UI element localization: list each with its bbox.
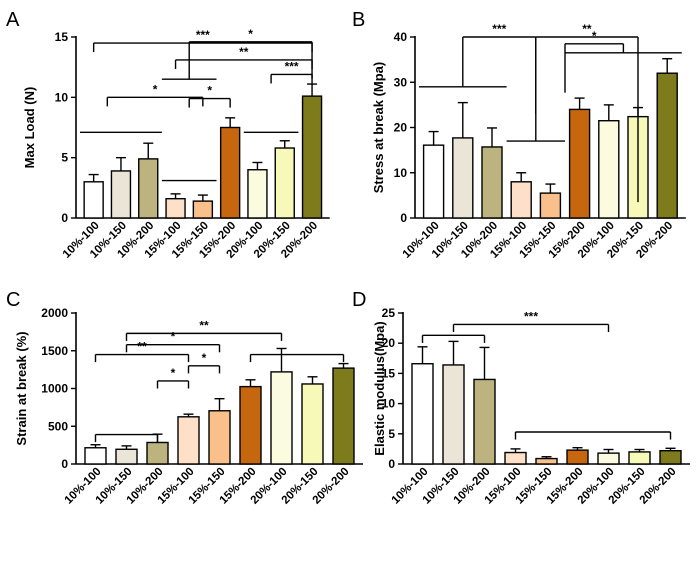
bar-10%-200: [138, 158, 159, 219]
bar-20%-100: [598, 120, 620, 219]
y-tick-label: 0: [388, 457, 395, 471]
significance-label: **: [582, 22, 592, 36]
y-axis-title: Elastic modulus(Mpa): [372, 321, 387, 455]
y-tick-label: 1500: [41, 344, 68, 358]
significance-label: *: [171, 366, 176, 380]
significance-label: *: [171, 330, 176, 344]
y-axis-title: Stress at break (Mpa): [371, 62, 386, 194]
y-tick-label: 25: [382, 306, 396, 320]
significance-label: *: [248, 27, 253, 41]
y-tick-label: 40: [394, 30, 408, 44]
bar-15%-200: [566, 449, 589, 465]
significance-label: ***: [492, 22, 506, 36]
y-tick-label: 2000: [41, 306, 68, 320]
bar-10%-200: [146, 441, 169, 465]
significance-label: *: [592, 29, 597, 43]
bar-15%-100: [504, 451, 527, 465]
bar-10%-100: [411, 363, 434, 465]
bar-15%-100: [510, 181, 532, 219]
y-tick-label: 1000: [41, 382, 68, 396]
bar-20%-150: [301, 383, 324, 465]
significance-label: *: [153, 82, 158, 96]
panel-letter: A: [6, 9, 20, 31]
bar-15%-200: [239, 385, 262, 465]
bar-15%-100: [177, 416, 200, 465]
bar-20%-150: [628, 451, 651, 465]
bar-15%-150: [539, 192, 562, 219]
bar-15%-200: [219, 126, 241, 219]
significance-label: ***: [524, 309, 538, 323]
bar-20%-100: [270, 371, 293, 465]
y-tick-label: 20: [394, 121, 408, 135]
panel-letter: D: [352, 289, 366, 311]
bar-15%-150: [192, 200, 214, 219]
y-tick-label: 0: [61, 211, 68, 225]
y-tick-label: 15: [382, 366, 396, 380]
y-tick-label: 0: [400, 211, 407, 225]
bar-20%-200: [301, 95, 323, 219]
significance-label: *: [202, 351, 207, 365]
significance-label: **: [199, 318, 209, 332]
bar-20%-200: [659, 450, 682, 465]
bar-20%-100: [247, 169, 268, 219]
bar-10%-200: [473, 378, 496, 465]
bar-10%-150: [452, 137, 474, 219]
y-tick-label: 15: [55, 30, 69, 44]
bar-15%-150: [208, 410, 231, 465]
bar-20%-150: [274, 147, 295, 219]
significance-label: *: [207, 84, 212, 98]
y-tick-label: 20: [382, 336, 396, 350]
y-tick-label: 5: [388, 427, 395, 441]
y-tick-label: 10: [55, 90, 69, 104]
significance-label: **: [137, 340, 147, 354]
significance-brackets: ******* ****: [80, 27, 313, 182]
y-tick-label: 10: [394, 166, 408, 180]
y-tick-label: 500: [48, 419, 68, 433]
y-tick-label: 10: [382, 397, 396, 411]
bar-10%-100: [422, 144, 445, 219]
significance-label: **: [239, 45, 249, 59]
significance-brackets: *******: [94, 318, 345, 443]
bar-15%-200: [568, 108, 591, 219]
bar-15%-100: [165, 197, 186, 219]
bar-20%-200: [656, 72, 678, 219]
significance-brackets: *** ** *: [419, 22, 682, 203]
bar-10%-200: [481, 146, 503, 219]
y-axis-title: Strain at break (%): [14, 331, 29, 445]
panel-letter: C: [6, 289, 20, 311]
significance-label: ***: [196, 28, 210, 42]
bar-20%-200: [332, 367, 355, 465]
bar-10%-100: [83, 181, 104, 219]
bar-10%-150: [110, 170, 132, 219]
y-axis-title: Max Load (N): [22, 87, 37, 169]
bar-10%-150: [115, 448, 138, 465]
bar-15%-150: [535, 457, 558, 465]
significance-brackets: ***: [421, 309, 672, 440]
y-tick-label: 0: [61, 457, 68, 471]
significance-label: ***: [285, 59, 299, 73]
panel-letter: B: [352, 9, 365, 31]
y-tick-label: 5: [61, 151, 68, 165]
bar-20%-100: [597, 452, 620, 465]
y-tick-label: 30: [394, 75, 408, 89]
bar-10%-150: [442, 364, 465, 465]
bar-10%-100: [84, 447, 107, 465]
